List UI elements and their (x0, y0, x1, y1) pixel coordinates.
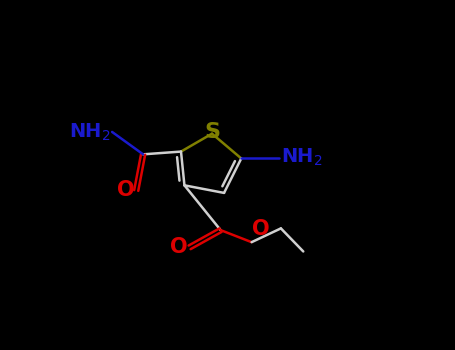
Text: O: O (170, 237, 188, 257)
Text: O: O (117, 181, 135, 201)
Text: NH$_2$: NH$_2$ (69, 121, 111, 142)
Text: NH$_2$: NH$_2$ (281, 147, 323, 168)
Text: S: S (204, 122, 220, 142)
Text: O: O (253, 219, 270, 239)
